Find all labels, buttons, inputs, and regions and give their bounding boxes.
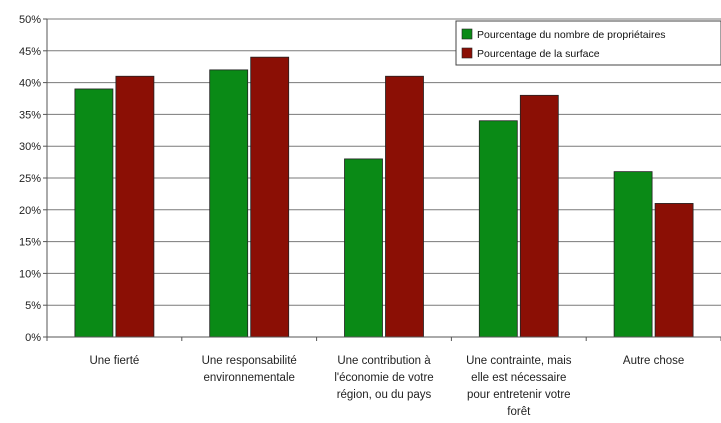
x-category-label: Autre chose bbox=[623, 355, 684, 367]
y-tick-label: 40% bbox=[19, 78, 41, 90]
y-tick-label: 0% bbox=[25, 332, 41, 344]
x-category-label: Une fierté bbox=[89, 355, 139, 367]
bar-owners-4 bbox=[613, 171, 653, 338]
y-tick-label: 15% bbox=[19, 237, 41, 249]
x-axis-labels: Une fierté Une responsabilité environnemen… bbox=[89, 355, 684, 418]
bar-surface-0 bbox=[115, 75, 155, 338]
y-tick-label: 35% bbox=[19, 109, 41, 121]
bar-owners-0 bbox=[74, 88, 114, 338]
axes bbox=[46, 19, 721, 341]
bar-owners-3 bbox=[478, 120, 518, 338]
legend-swatch bbox=[461, 47, 473, 59]
bar-surface-2 bbox=[385, 75, 424, 338]
legend: Pourcentage du nombre de propriétaires Po… bbox=[455, 20, 721, 66]
y-tick-label: 50% bbox=[19, 14, 41, 26]
y-tick-label: 30% bbox=[19, 141, 41, 153]
y-axis-ticks: 0% 5% 10% 15% 20% 25% 30% 35% 40% 45% 50% bbox=[19, 14, 47, 344]
x-category-label: Une responsabilité environnementale bbox=[202, 355, 297, 384]
bar-owners-1 bbox=[209, 69, 249, 338]
bar-owners-2 bbox=[344, 158, 383, 338]
y-tick-label: 10% bbox=[19, 268, 41, 280]
y-tick-label: 5% bbox=[25, 300, 41, 312]
legend-swatch bbox=[461, 28, 473, 40]
legend-label: Pourcentage du nombre de propriétaires bbox=[477, 29, 666, 41]
legend-label: Pourcentage de la surface bbox=[477, 48, 600, 60]
y-tick-label: 25% bbox=[19, 173, 41, 185]
x-category-label: Une contribution à l'économie de votre rég… bbox=[334, 355, 433, 401]
bar-surface-3 bbox=[519, 94, 559, 338]
x-category-label: Une contrainte, mais elle est nécessaire p… bbox=[466, 355, 572, 418]
legend-box bbox=[455, 20, 721, 66]
bars bbox=[74, 56, 694, 338]
bar-surface-1 bbox=[250, 56, 290, 338]
bar-surface-4 bbox=[654, 203, 694, 338]
y-tick-label: 20% bbox=[19, 205, 41, 217]
y-tick-label: 45% bbox=[19, 46, 41, 58]
